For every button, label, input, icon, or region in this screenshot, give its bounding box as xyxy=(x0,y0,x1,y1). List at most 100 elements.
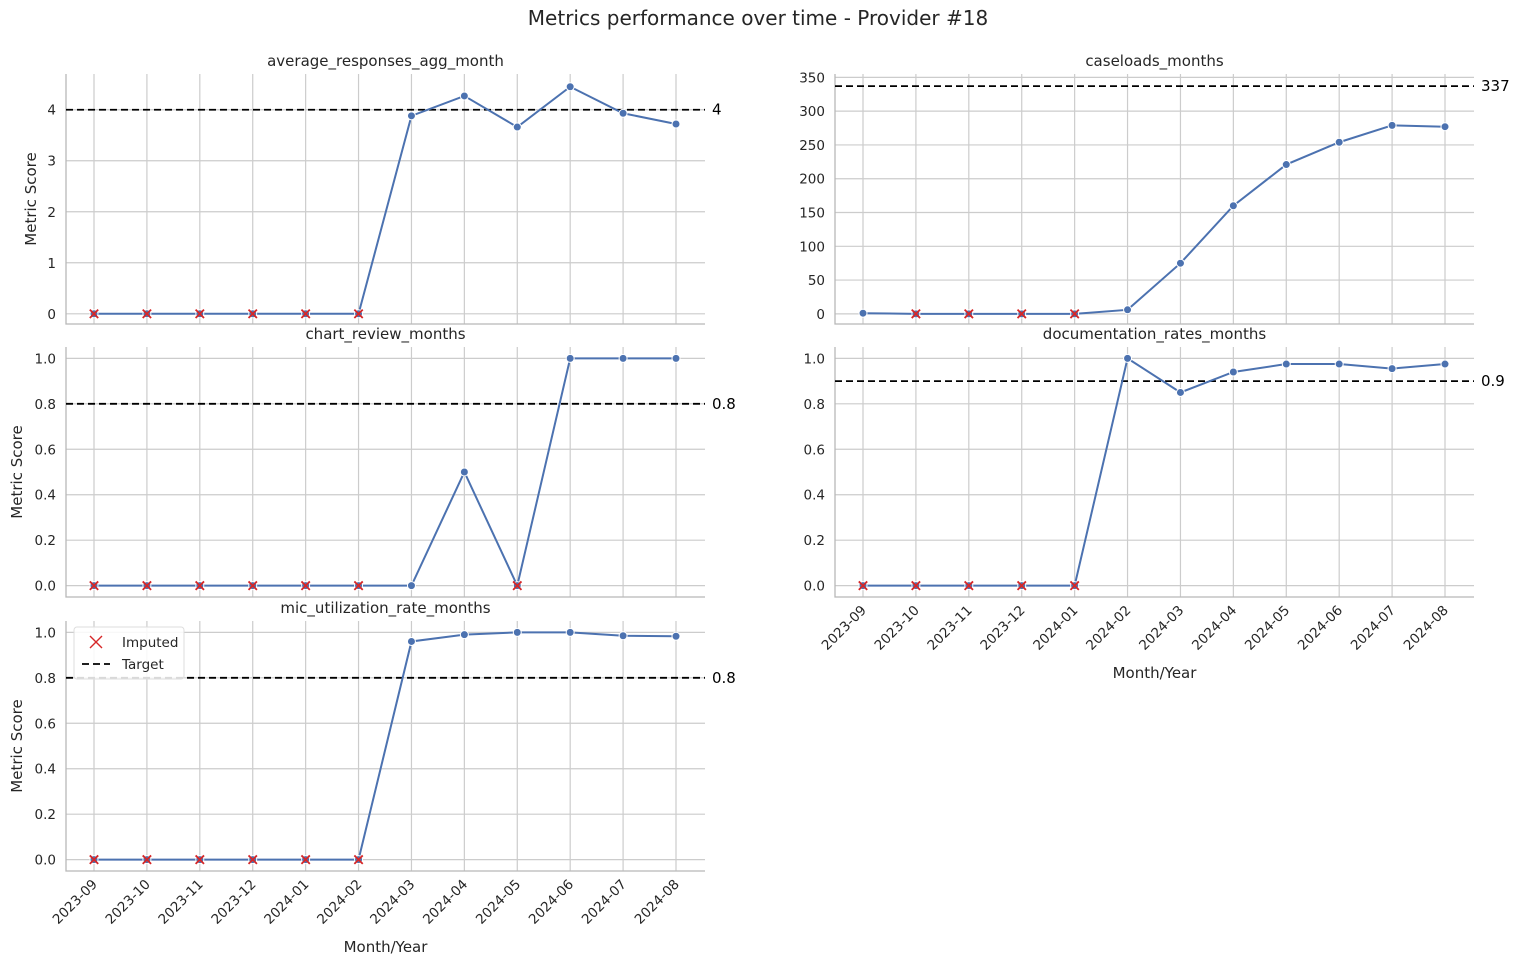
x-tick-label: 2023-11 xyxy=(924,603,975,654)
y-tick-label: 0.4 xyxy=(804,488,825,504)
x-tick-label: 2023-09 xyxy=(819,603,870,654)
y-tick-label: 1.0 xyxy=(804,351,825,367)
y-tick-label: 150 xyxy=(799,206,825,222)
series-line xyxy=(94,85,677,315)
data-point xyxy=(1228,367,1238,377)
imputed-marker xyxy=(353,854,364,865)
y-tick-label: 200 xyxy=(799,172,825,188)
x-tick-label: 2024-02 xyxy=(314,877,365,928)
data-point xyxy=(565,627,575,637)
imputed-marker xyxy=(512,580,523,591)
series-line xyxy=(863,356,1446,587)
data-point xyxy=(618,353,628,363)
x-axis-label: Month/Year xyxy=(344,938,429,956)
subplot-caseloads-months: 0 50 100 150 200 250 300 350 caseloads_months 337 xyxy=(799,52,1510,325)
data-point xyxy=(1440,359,1450,369)
axes-spine xyxy=(65,74,705,325)
axes-spine xyxy=(834,347,1474,598)
data-point xyxy=(512,122,522,132)
data-point xyxy=(565,353,575,363)
figure-title: Metrics performance over time - Provider… xyxy=(528,6,988,30)
data-point xyxy=(459,467,469,477)
data-point xyxy=(406,581,416,591)
imputed-marker xyxy=(300,308,311,319)
x-tick-label: 2023-10 xyxy=(103,877,154,928)
x-tick-label: 2023-12 xyxy=(977,603,1028,654)
y-tick-label: 0.6 xyxy=(35,442,56,458)
y-axis-label: Metric Score xyxy=(8,699,26,792)
x-axis-label: Month/Year xyxy=(1113,664,1198,682)
data-point xyxy=(1387,120,1397,130)
data-point xyxy=(1228,201,1238,211)
y-tick-label: 0.2 xyxy=(35,533,56,549)
target-value-label: 4 xyxy=(712,101,722,119)
x-tick-label: 2024-04 xyxy=(1189,603,1240,654)
subplot-average-responses-agg-month: 0 1 2 3 4 average_responses_agg_month Metric S… xyxy=(22,52,722,325)
x-tick-label: 2023-09 xyxy=(50,877,101,928)
y-tick-label: 0.6 xyxy=(35,716,56,732)
subplot-title: caseloads_months xyxy=(1085,52,1224,71)
imputed-marker xyxy=(247,580,258,591)
data-point xyxy=(459,630,469,640)
data-point xyxy=(1175,258,1185,268)
data-point xyxy=(1334,137,1344,147)
imputed-marker xyxy=(1069,309,1080,319)
axes-spine xyxy=(834,74,1474,325)
axes-spine xyxy=(65,621,705,872)
data-point xyxy=(1334,359,1344,369)
data-point xyxy=(1387,364,1397,374)
data-point xyxy=(671,631,681,641)
y-axis-label: Metric Score xyxy=(8,425,26,518)
series-line xyxy=(862,124,1446,315)
subplot-title: average_responses_agg_month xyxy=(267,52,504,71)
x-tick-label: 2024-07 xyxy=(579,877,630,928)
data-point xyxy=(406,111,416,121)
y-tick-label: 1.0 xyxy=(35,625,56,641)
legend: Imputed Target xyxy=(73,626,185,680)
imputed-marker xyxy=(1016,309,1027,319)
x-tick-label: 2024-03 xyxy=(367,877,418,928)
y-tick-label: 350 xyxy=(799,70,825,86)
subplot-title: mic_utilization_rate_months xyxy=(280,599,490,618)
subplot-title: chart_review_months xyxy=(305,325,465,344)
x-tick-label: 2024-03 xyxy=(1136,603,1187,654)
y-tick-label: 300 xyxy=(799,104,825,120)
y-axis-label: Metric Score xyxy=(22,152,40,245)
y-tick-label: 0.0 xyxy=(35,579,56,595)
y-tick-label: 0.6 xyxy=(804,442,825,458)
x-tick-label: 2024-04 xyxy=(420,877,471,928)
imputed-marker xyxy=(142,580,152,591)
subplot-title: documentation_rates_months xyxy=(1043,325,1267,344)
target-value-label: 337 xyxy=(1481,77,1510,95)
legend-target-label: Target xyxy=(121,657,164,673)
x-tick-label: 2024-02 xyxy=(1083,603,1134,654)
data-point xyxy=(565,82,575,92)
y-tick-label: 0 xyxy=(47,307,56,323)
imputed-marker xyxy=(300,854,311,865)
data-point xyxy=(1440,122,1450,132)
imputed-marker xyxy=(194,854,205,865)
data-point xyxy=(406,636,416,646)
imputed-marker xyxy=(963,309,974,319)
data-point xyxy=(858,308,868,318)
data-point xyxy=(1123,305,1133,315)
x-tick-label: 2024-05 xyxy=(473,877,524,928)
y-tick-label: 250 xyxy=(799,138,825,154)
imputed-marker xyxy=(194,308,205,319)
y-tick-label: 1.0 xyxy=(35,351,56,367)
y-tick-label: 0 xyxy=(816,307,825,323)
y-tick-label: 1 xyxy=(47,256,56,272)
y-tick-label: 0.0 xyxy=(804,579,825,595)
axes-spine xyxy=(65,347,705,598)
legend-imputed-label: Imputed xyxy=(122,635,178,651)
x-tick-label: 2024-07 xyxy=(1348,603,1399,654)
x-tick-label: 2024-05 xyxy=(1242,603,1293,654)
imputed-marker xyxy=(1069,580,1080,591)
data-point xyxy=(671,353,681,363)
x-tick-label: 2024-01 xyxy=(1030,603,1081,654)
panels: 0 1 2 3 4 average_responses_agg_month Metric S… xyxy=(8,52,1510,956)
imputed-marker xyxy=(142,854,152,865)
y-tick-label: 0.8 xyxy=(35,397,56,413)
